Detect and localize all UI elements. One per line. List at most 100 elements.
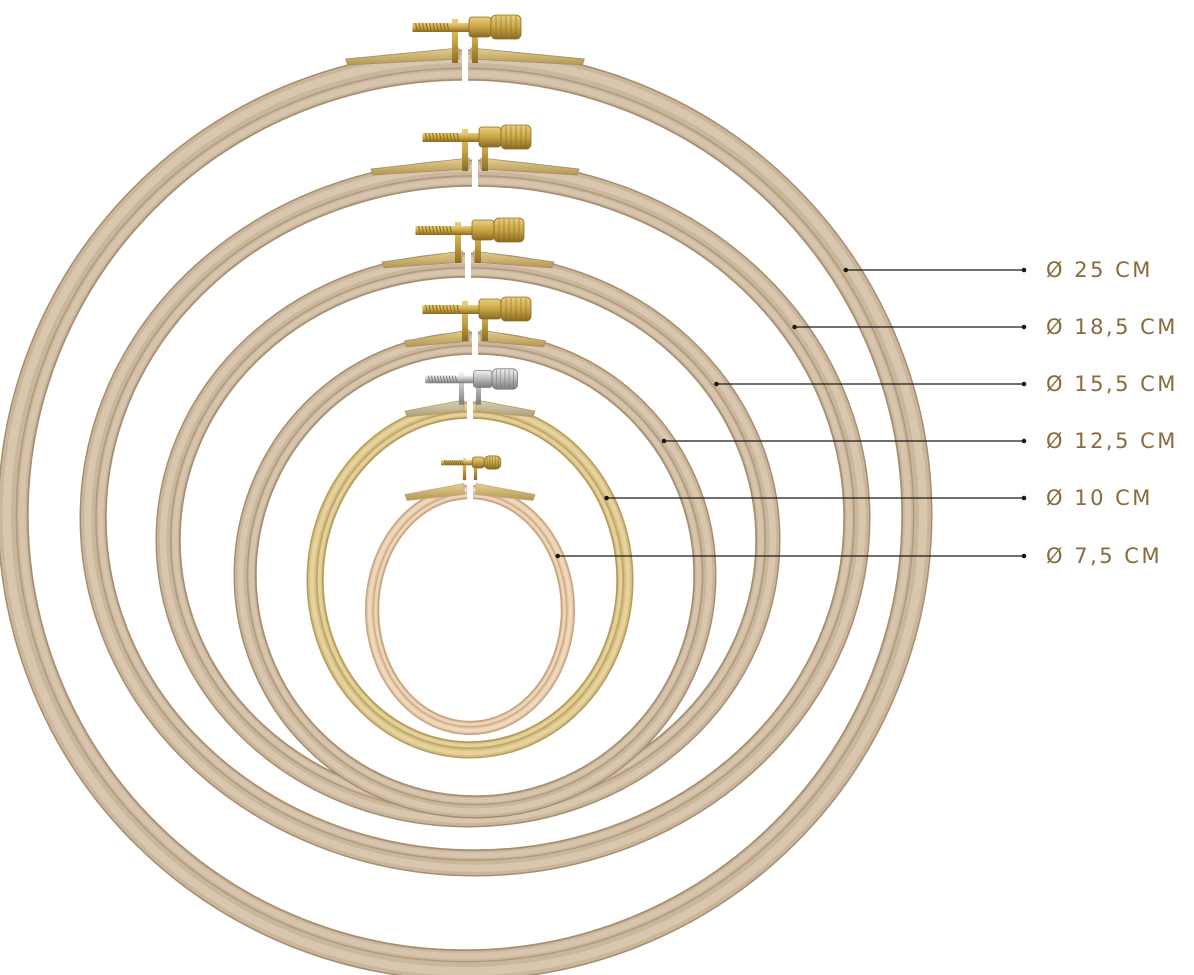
screw-thread-line — [446, 225, 449, 236]
clamp-gap — [472, 155, 478, 187]
clamp-post — [482, 129, 488, 171]
screw-thread-line — [451, 375, 455, 384]
screw-thread-line — [436, 22, 439, 33]
screw-thread-line — [425, 132, 428, 143]
hoop-inner-edge — [377, 497, 563, 723]
screw-thread-line — [436, 375, 440, 384]
screw-thread — [425, 375, 485, 384]
clamp-post — [473, 458, 478, 481]
screw-thread-line — [435, 132, 439, 143]
screw-thread-line — [453, 304, 456, 315]
screw-thread-line — [430, 375, 434, 384]
screw-thread-line — [442, 132, 446, 143]
clamp-tab-left — [381, 250, 463, 269]
screw-thread-line — [425, 225, 428, 236]
screw-thread-line — [425, 22, 429, 33]
leader-dot-end — [1021, 438, 1027, 444]
screw-thread-line — [448, 375, 452, 384]
screw-thread-line — [433, 375, 437, 384]
screw-thread-line — [449, 460, 453, 466]
brass-screw — [415, 217, 525, 263]
screw-thread-line — [456, 132, 460, 143]
clamp-post — [462, 301, 468, 341]
clamp-post — [475, 372, 482, 405]
clamp-tab-left — [403, 329, 470, 348]
screw-nut — [471, 219, 495, 241]
leader-dot-start — [555, 553, 561, 559]
hoop-highlight — [367, 487, 573, 733]
screw-thread-line — [453, 460, 457, 466]
clamp-tab-right — [480, 157, 580, 176]
hoop-clamp — [381, 217, 555, 278]
screw-thread-line — [445, 375, 449, 384]
screw-thread-line — [428, 304, 432, 315]
clamp-post — [458, 372, 465, 405]
screw-thread-line — [418, 22, 422, 33]
hoop-ring — [0, 51, 931, 975]
screw-thread-line — [449, 132, 453, 143]
hoop-clamp — [404, 368, 536, 419]
leader-line-4 — [661, 438, 1027, 444]
screw-thread-line — [428, 225, 432, 236]
hoop-inner-highlight — [374, 494, 566, 726]
screw-thread-line — [446, 22, 450, 33]
clamp-post — [472, 19, 478, 63]
leader-dot-end — [1021, 381, 1027, 387]
leader-dot-end — [1021, 495, 1027, 501]
leader-dot-start — [714, 381, 719, 387]
screw-nut — [472, 370, 493, 388]
clamp-gap — [462, 45, 468, 81]
leader-dot-end — [1021, 267, 1027, 273]
hoop-clamp — [345, 14, 585, 81]
screw-thread-line — [439, 375, 443, 384]
screw-thread-line — [439, 132, 442, 143]
screw-thread-line — [457, 460, 461, 466]
screw-nut — [468, 16, 492, 38]
size-label-2: Ø 18,5 CM — [1046, 315, 1178, 339]
leader-dot-end — [1021, 324, 1027, 330]
screw-thread-line — [428, 132, 432, 143]
screw-thread-line — [418, 225, 421, 236]
brass-screw — [441, 455, 502, 481]
brass-screw — [412, 14, 522, 63]
leader-dot-start — [792, 324, 797, 330]
screw-thread-line — [454, 375, 458, 384]
clamp-gap — [467, 480, 473, 500]
clamp-tab-left — [404, 483, 465, 501]
screw-thread-line — [432, 22, 436, 33]
hoop-4 — [233, 296, 717, 819]
hoop-clamp — [403, 296, 547, 355]
clamp-gap — [467, 397, 473, 419]
screw-thread-line — [451, 460, 455, 466]
hoop-6 — [365, 455, 575, 735]
steel-screw — [425, 368, 519, 405]
screw-thread-line — [439, 304, 442, 315]
clamp-post — [462, 129, 468, 171]
screw-thread-line — [435, 304, 439, 315]
screw-thread-line — [453, 132, 456, 143]
leader-line-3 — [714, 381, 1027, 387]
screw-thread-line — [429, 22, 432, 33]
screw-thread-line — [442, 304, 446, 315]
leader-line-5 — [604, 495, 1027, 501]
clamp-tab-right — [475, 399, 536, 418]
clamp-post — [462, 458, 467, 481]
clamp-tab-left — [370, 157, 470, 176]
screw-thread-line — [439, 225, 442, 236]
size-label-1: Ø 25 CM — [1046, 258, 1153, 282]
clamp-tab-left — [404, 399, 465, 418]
screw-thread-line — [435, 225, 439, 236]
brass-screw — [422, 124, 532, 171]
clamp-tab-left — [345, 47, 460, 66]
screw-nut — [471, 456, 485, 469]
screw-thread-line — [425, 304, 428, 315]
screw-thread-line — [443, 460, 447, 466]
clamp-post — [452, 19, 458, 63]
brass-screw — [422, 296, 532, 341]
screw-thread-line — [432, 132, 435, 143]
screw-thread-line — [442, 375, 446, 384]
screw-thread-line — [421, 225, 425, 236]
screw-thread-line — [455, 460, 459, 466]
clamp-tab-right — [480, 329, 547, 348]
screw-thread-line — [446, 304, 449, 315]
